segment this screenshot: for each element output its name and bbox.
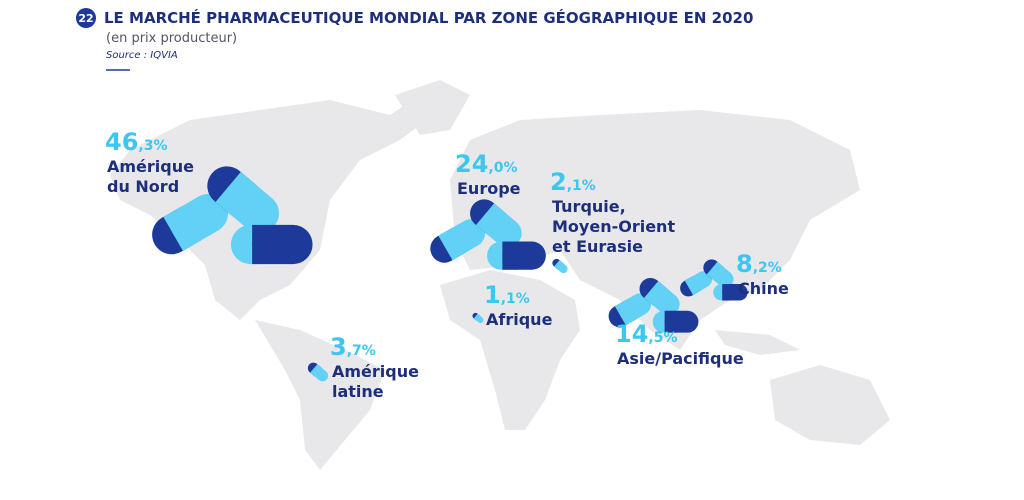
- value-label: 8,2%: [736, 250, 782, 278]
- capsule-cover: [310, 364, 322, 377]
- capsule: [487, 241, 546, 270]
- value-label: 24,0%: [455, 150, 518, 178]
- value-minor: ,2%: [753, 260, 782, 276]
- capsule: [152, 193, 229, 255]
- value-label: 3,7%: [330, 333, 376, 361]
- capsule: [713, 284, 748, 301]
- capsule: [472, 312, 484, 324]
- capsule: [307, 362, 329, 382]
- capsule-cover: [684, 276, 701, 295]
- capsule: [430, 219, 486, 263]
- capsule: [608, 293, 652, 328]
- value-major: 14: [615, 320, 648, 348]
- capsule: [230, 224, 313, 265]
- badge-number: 22: [78, 12, 93, 25]
- value-major: 46: [105, 128, 138, 156]
- capsule: [680, 271, 713, 297]
- capsule: [207, 166, 280, 233]
- region-name: Moyen-Orient: [552, 217, 675, 236]
- value-label: 46,3%: [105, 128, 168, 156]
- value-minor: ,1%: [567, 178, 596, 194]
- capsule-cover: [722, 284, 731, 301]
- region-name: du Nord: [107, 177, 179, 196]
- value-major: 3: [330, 333, 347, 361]
- subtitle: (en prix producteur): [106, 31, 237, 46]
- capsule: [703, 259, 734, 288]
- badge: [76, 8, 96, 28]
- region-name: Amérique: [332, 362, 419, 381]
- region-name: Turquie,: [552, 197, 626, 216]
- capsule-cover: [215, 171, 256, 215]
- title: LE MARCHÉ PHARMACEUTIQUE MONDIAL PAR ZON…: [104, 8, 753, 27]
- value-major: 2: [550, 168, 567, 196]
- region-name: Afrique: [486, 310, 553, 329]
- capsule-cover: [438, 228, 465, 261]
- value-major: 8: [736, 250, 753, 278]
- capsule: [639, 277, 680, 316]
- region-name: Chine: [738, 279, 789, 298]
- capsule-cover: [502, 241, 517, 270]
- value-minor: ,7%: [347, 343, 376, 359]
- capsule: [552, 258, 568, 274]
- capsule-cover: [252, 224, 272, 265]
- capsule: [470, 199, 522, 248]
- value-label: 14,5%: [615, 320, 678, 348]
- region-name: Europe: [457, 179, 521, 198]
- capsule-cover: [473, 313, 480, 321]
- value-major: 24: [455, 150, 488, 178]
- region-name: Amérique: [107, 157, 194, 176]
- capsule-cover: [163, 207, 200, 251]
- value-minor: ,3%: [138, 138, 167, 154]
- value-label: 2,1%: [550, 168, 596, 196]
- value-minor: ,1%: [501, 291, 530, 307]
- value-minor: ,5%: [648, 330, 677, 346]
- value-major: 1: [484, 281, 501, 309]
- capsule: [652, 310, 699, 333]
- region-name: Asie/Pacifique: [617, 349, 744, 368]
- capsule-cover: [664, 310, 676, 333]
- value-minor: ,0%: [488, 160, 517, 176]
- value-label: 1,1%: [484, 281, 530, 309]
- region-name: latine: [332, 382, 384, 401]
- capsule-cover: [476, 203, 505, 235]
- capsule-cover: [554, 260, 563, 270]
- world-map: [110, 80, 890, 470]
- region-name: et Eurasie: [552, 237, 643, 256]
- capsule-cover: [706, 261, 724, 280]
- source: Source : IQVIA: [106, 50, 178, 61]
- capsule-cover: [644, 281, 667, 305]
- capsule-cover: [614, 300, 636, 326]
